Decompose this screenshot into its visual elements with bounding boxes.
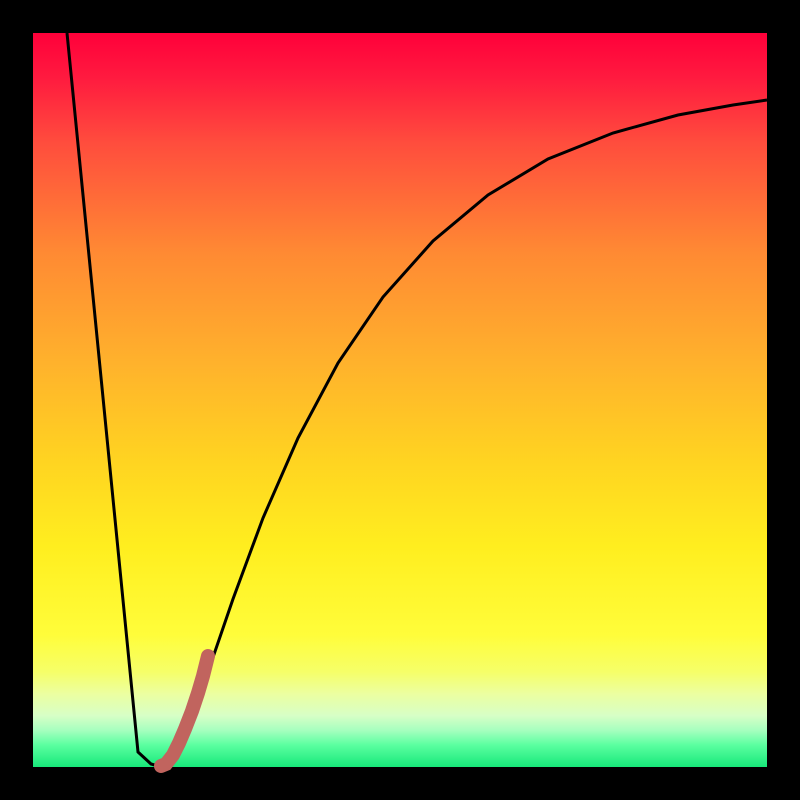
watermark-text: TheBottleneck.com [602, 4, 790, 30]
gradient-plot-area [33, 33, 767, 767]
chart-svg [33, 33, 767, 767]
bottleneck-curve [67, 33, 767, 766]
highlight-marker [161, 656, 208, 766]
